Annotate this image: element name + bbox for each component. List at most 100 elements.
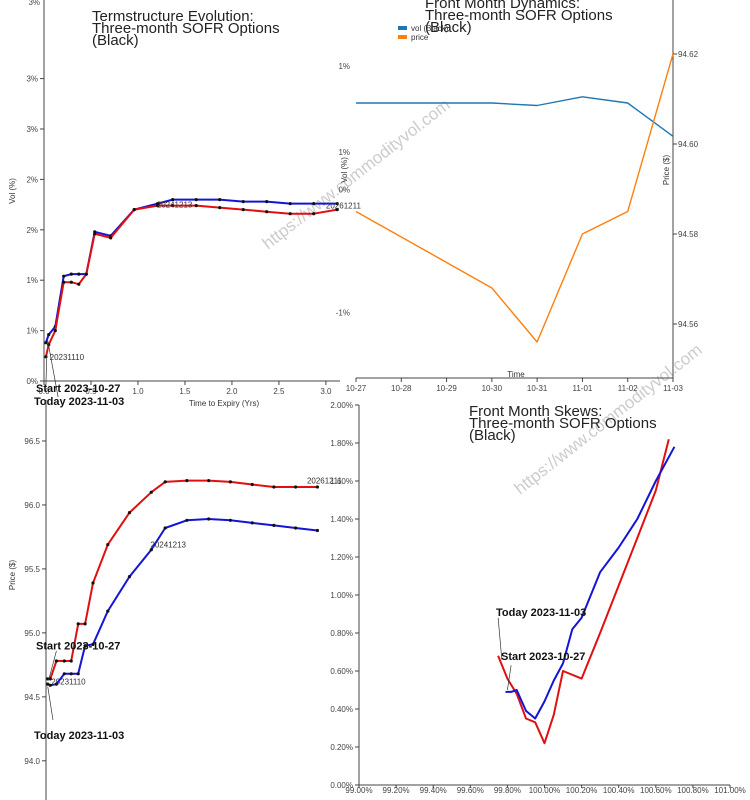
chart1-xtick-label-4: 2.0 — [226, 387, 238, 396]
chart1-ylabel: Vol (%) — [8, 178, 17, 204]
chart1-series-0-point-12 — [194, 198, 198, 202]
chart1-title-line2: Three-month SOFR Options — [92, 20, 280, 37]
chart1-point-label-0: 20231110 — [50, 353, 85, 362]
watermark-top: https://www.commodityvol.com — [259, 95, 454, 253]
chart4-annotation-today-leader — [497, 617, 503, 660]
chart3-series-1-point-18 — [315, 485, 319, 489]
chart3-series-0-point-9 — [127, 575, 132, 579]
chart3-series-1-point-14 — [228, 480, 232, 484]
chart4-ytick-label-8: 1.60% — [330, 477, 353, 486]
chart3-ytick-label-4: 96.0 — [24, 501, 40, 510]
chart4-xtick-label-2: 99.40% — [420, 786, 447, 795]
chart3-series-1-point-17 — [294, 485, 298, 489]
chart3-series-0-point-16 — [272, 523, 276, 528]
chart3-ylabel: Price ($) — [8, 560, 17, 591]
chart3-annotation-start: Start 2023-10-27 — [36, 641, 120, 653]
chart4-xtick-label-5: 100.00% — [529, 786, 561, 795]
chart4-ytick-label-4: 0.80% — [330, 629, 353, 638]
chart3-ytick-label-5: 96.5 — [24, 437, 40, 446]
chart2-xtick-label-2: 10-29 — [436, 384, 457, 393]
chart1-series-1-point-7 — [93, 232, 97, 236]
chart4-annotation-start: Start 2023-10-27 — [501, 651, 585, 663]
chart4-title: Front Month Skews: Three-month SOFR Opti… — [469, 403, 657, 444]
chart1-xtick-label-2: 1.0 — [132, 387, 144, 396]
chart2-xlabel: Time — [507, 370, 525, 379]
chart2-ytick-label-3: 1% — [338, 148, 350, 157]
chart2-xtick-label-6: 11-02 — [618, 384, 638, 393]
chart3-series-0-point-10 — [149, 548, 153, 552]
legend-swatch-price — [398, 35, 407, 39]
chart4-xtick-label-7: 100.40% — [603, 786, 635, 795]
chart4-title-line2: Three-month SOFR Options — [469, 415, 657, 432]
chart1-series-1-point-13 — [218, 206, 222, 210]
chart4-ytick-label-5: 1.00% — [330, 591, 353, 600]
chart2-title-line1: Front Month Dynamics: — [425, 0, 580, 12]
front-month-dynamics-chart: Front Month Dynamics: Three-month SOFR O… — [336, 0, 699, 393]
chart3-ytick-label-1: 94.5 — [24, 693, 40, 702]
chart4-xtick-label-4: 99.80% — [494, 786, 521, 795]
legend-swatch-vol — [398, 26, 407, 30]
chart1-point-label-2: 20261211 — [326, 202, 362, 211]
chart1-series-1-point-3 — [62, 280, 66, 284]
chart1-series-0-point-17 — [312, 202, 316, 206]
chart2-y2tick-label-0: 94.56 — [678, 320, 699, 329]
chart2-y2tick-label-3: 94.62 — [678, 50, 699, 59]
chart3-series-0-point-8 — [106, 609, 110, 613]
chart3-annotation-today: Today 2023-11-03 — [34, 730, 124, 742]
chart3-series-0-point-6 — [83, 644, 87, 648]
chart1-xtick-label-5: 2.5 — [273, 387, 285, 396]
chart3-point-label-2: 20261211 — [307, 477, 343, 486]
chart3-series-1-point-13 — [207, 479, 211, 483]
chart3-series-0-point-13 — [207, 517, 211, 521]
chart3-series-1-point-12 — [185, 479, 189, 483]
chart4-ytick-label-7: 1.40% — [330, 515, 353, 524]
termstructure-vol-chart: Termstructure Evolution: Three-month SOF… — [8, 0, 361, 408]
chart1-series-1-point-6 — [84, 272, 88, 276]
chart4-xtick-label-3: 99.60% — [457, 786, 484, 795]
chart3-point-label-1: 20241213 — [150, 541, 186, 550]
chart1-xtick-label-6: 3.0 — [320, 387, 332, 396]
chart3-series-1-point-16 — [272, 485, 276, 489]
chart1-xtick-label-0: 0.0 — [38, 387, 50, 396]
chart4-annotation-start-leader — [507, 665, 512, 691]
chart4-xtick-label-8: 100.60% — [640, 786, 672, 795]
chart4-title-line1: Front Month Skews: — [469, 403, 602, 420]
chart2-title-line3: (Black) — [425, 19, 472, 36]
chart1-series-1-point-5 — [77, 282, 81, 286]
chart3-series-1-point-2 — [54, 659, 59, 663]
chart1-series-1-point-11 — [171, 204, 175, 208]
chart4-xtick-label-10: 101.00% — [714, 786, 746, 795]
chart1-title: Termstructure Evolution: Three-month SOF… — [92, 8, 280, 49]
chart2-xtick-label-0: 10-27 — [346, 384, 367, 393]
chart4-title-line3: (Black) — [469, 427, 516, 444]
chart3-series-1-point-15 — [250, 482, 254, 487]
chart1-series-0-point-3 — [62, 274, 66, 278]
chart3-series-0-point-11 — [163, 526, 167, 530]
chart2-ytick-label-1: 0% — [338, 185, 350, 194]
chart3-series-1-point-8 — [106, 543, 110, 547]
chart4-ytick-label-9: 1.80% — [330, 439, 353, 448]
chart3-ytick-label-2: 95.0 — [24, 629, 40, 638]
chart2-legend: vol (Black) price — [398, 24, 449, 42]
chart1-series-1-point-14 — [241, 208, 245, 212]
chart3-ytick-label-3: 95.5 — [24, 565, 40, 574]
chart3-series-1-point-7 — [91, 581, 95, 585]
chart1-series-0-point-4 — [69, 272, 73, 276]
chart1-title-line3: (Black) — [92, 32, 139, 49]
chart3-series-0-point-0 — [46, 682, 50, 686]
chart4-ytick-label-3: 0.60% — [330, 667, 353, 676]
chart2-xtick-label-3: 10-30 — [482, 384, 503, 393]
chart2-series-1-line — [355, 53, 674, 343]
chart1-ytick-label-2: 1% — [26, 276, 38, 285]
chart3-point-label-0: 20231110 — [51, 677, 86, 686]
legend-label-vol: vol (Black) — [411, 24, 449, 33]
chart4-ytick-label-10: 2.00% — [330, 401, 353, 410]
chart4-ytick-label-6: 1.20% — [330, 553, 353, 562]
chart3-series-0-point-12 — [185, 518, 189, 522]
chart1-series-1-point-18 — [335, 208, 339, 212]
chart1-series-0-point-0 — [44, 341, 48, 345]
chart1-xlabel: Time to Expiry (Yrs) — [189, 399, 260, 408]
chart2-y2tick-label-2: 94.60 — [678, 140, 699, 149]
chart1-series-0-point-1 — [47, 333, 51, 337]
